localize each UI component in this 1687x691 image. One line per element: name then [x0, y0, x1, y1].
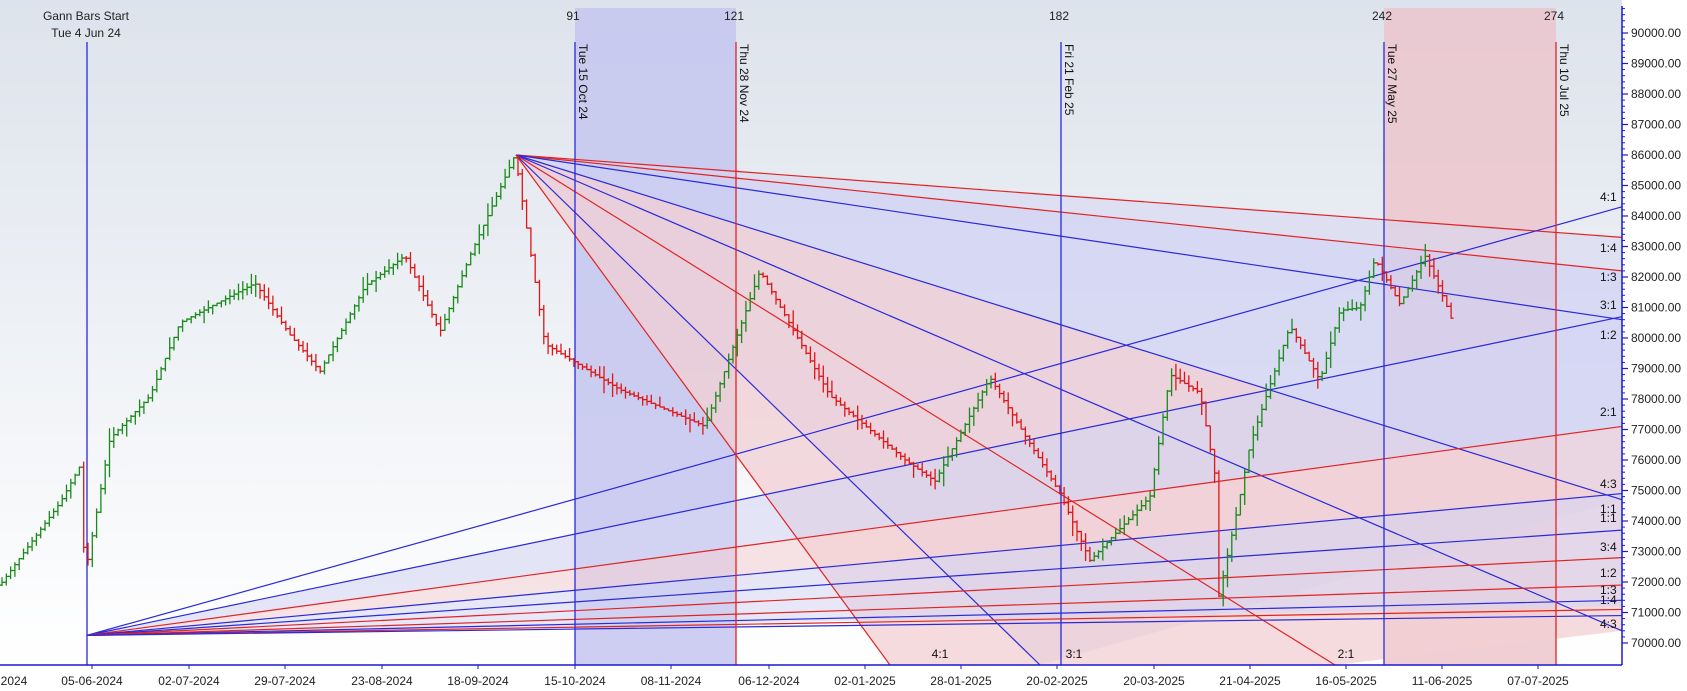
fan-ratio-label: 1:3 [1600, 583, 1617, 597]
x-tick-label: 07-07-2025 [1507, 674, 1569, 688]
x-tick-label: 06-12-2024 [738, 674, 800, 688]
time-line-date-label: Tue 15 Oct 24 [576, 44, 590, 120]
fan-ratio-label: 4:3 [1600, 477, 1617, 491]
fan-ratio-label: 1:3 [1600, 270, 1617, 284]
fan-ray-low-8 [86, 608, 1623, 636]
fan-ratio-label: 2:1 [1600, 405, 1617, 419]
fan-ray-low-1 [86, 316, 1623, 636]
x-tick-label: 18-09-2024 [447, 674, 509, 688]
gann-start-title: Gann Bars Start [43, 9, 130, 23]
time-line-date-label: Tue 27 May 25 [1385, 44, 1399, 124]
y-tick-label: 89000.00 [1631, 57, 1681, 71]
y-tick-label: 71000.00 [1631, 606, 1681, 620]
y-tick-label: 90000.00 [1631, 26, 1681, 40]
y-tick-label: 74000.00 [1631, 514, 1681, 528]
bar-count-label: 242 [1372, 9, 1392, 23]
fan-ratio-label: 1:4 [1600, 241, 1617, 255]
fan-ratio-label: 2:1 [1338, 647, 1355, 661]
x-tick-label: 2024 [1, 674, 28, 688]
gann-fan-labels: 4:11:41:33:11:22:14:31:11:13:41:21:31:44… [932, 190, 1617, 661]
x-tick-label: 15-10-2024 [544, 674, 606, 688]
y-tick-label: 85000.00 [1631, 179, 1681, 193]
fan-ray-low-7 [86, 599, 1623, 636]
fan-ratio-label: 4:1 [932, 647, 949, 661]
gann-fan-lines [86, 154, 1623, 666]
fan-ray-high-1 [515, 154, 1623, 272]
y-tick-label: 79000.00 [1631, 362, 1681, 376]
x-tick-label: 21-04-2025 [1219, 674, 1281, 688]
fan-ratio-label: 1:2 [1600, 328, 1617, 342]
y-tick-label: 70000.00 [1631, 636, 1681, 650]
y-tick-label: 72000.00 [1631, 575, 1681, 589]
y-tick-label: 77000.00 [1631, 423, 1681, 437]
fan-ratio-label: 4:3 [1600, 617, 1617, 631]
price-bars [0, 156, 1454, 607]
bar-count-label: 91 [566, 9, 580, 23]
x-tick-label: 02-07-2024 [158, 674, 220, 688]
ohlc-bar [1448, 302, 1454, 319]
y-tick-label: 86000.00 [1631, 148, 1681, 162]
fan-ray-high-3 [515, 154, 1623, 501]
x-tick-label: 28-01-2025 [930, 674, 992, 688]
x-tick-label: 16-05-2025 [1315, 674, 1377, 688]
fan-ray-low-0 [86, 206, 1623, 636]
time-line-date-label: Thu 10 Jul 25 [1557, 44, 1571, 117]
x-tick-label: 08-11-2024 [641, 674, 702, 688]
x-tick-label: 23-08-2024 [351, 674, 413, 688]
y-tick-label: 81000.00 [1631, 301, 1681, 315]
fan-ray-high-0 [515, 154, 1623, 238]
fan-ratio-label: 1:1 [1600, 511, 1617, 525]
fan-ray-low-2 [86, 425, 1623, 636]
time-line-date-label: Thu 28 Nov 24 [737, 44, 751, 123]
top-labels: Gann Bars Start Tue 4 Jun 24 [43, 9, 130, 40]
fan-ratio-label: 3:1 [1600, 298, 1617, 312]
x-tick-label: 29-07-2024 [254, 674, 316, 688]
y-tick-label: 76000.00 [1631, 453, 1681, 467]
x-tick-label: 20-02-2025 [1026, 674, 1088, 688]
y-tick-label: 80000.00 [1631, 331, 1681, 345]
fan-ray-low-6 [86, 584, 1623, 636]
x-tick-label: 20-03-2025 [1123, 674, 1185, 688]
fan-ray-high-5 [515, 154, 1336, 666]
fan-ratio-label: 3:4 [1600, 540, 1617, 554]
x-tick-label: 05-06-2024 [61, 674, 123, 688]
y-tick-label: 84000.00 [1631, 209, 1681, 223]
fan-ray-low-9 [86, 614, 1623, 636]
y-tick-label: 87000.00 [1631, 118, 1681, 132]
fan-ray-low-4 [86, 529, 1623, 636]
x-tick-label: 02-01-2025 [834, 674, 896, 688]
bar-count-label: 274 [1544, 9, 1564, 23]
axes: 70000.00 71000.00 72000.00 73000.00 74000.00… [0, 6, 1681, 688]
fan-ray-high-4 [515, 154, 1623, 632]
bar-count-label: 182 [1049, 9, 1069, 23]
bar-count-label: 121 [724, 9, 744, 23]
y-tick-label: 78000.00 [1631, 392, 1681, 406]
fan-ray-high-7 [515, 154, 891, 666]
fan-ratio-label: 1:1 [1600, 502, 1617, 516]
fan-ray-low-3 [86, 492, 1623, 636]
y-tick-label: 88000.00 [1631, 87, 1681, 101]
y-tick-label: 73000.00 [1631, 545, 1681, 559]
fan-ratio-label: 1:4 [1600, 593, 1617, 607]
fan-ray-low-5 [86, 557, 1623, 636]
fan-ray-high-6 [515, 154, 1041, 666]
gann-time-lines: 91 Tue 15 Oct 24 121 Thu 28 Nov 24 182 Fri 21… [86, 9, 1571, 665]
fan-ratio-label: 1:2 [1600, 566, 1617, 580]
fan-ratio-label: 4:1 [1600, 190, 1617, 204]
y-tick-label: 82000.00 [1631, 270, 1681, 284]
time-line-date-label: Fri 21 Feb 25 [1062, 44, 1076, 116]
y-tick-label: 75000.00 [1631, 484, 1681, 498]
gann-start-date: Tue 4 Jun 24 [51, 26, 121, 40]
y-tick-label: 83000.00 [1631, 240, 1681, 254]
x-tick-label: 11-06-2025 [1412, 674, 1473, 688]
fan-ratio-label: 3:1 [1066, 647, 1083, 661]
